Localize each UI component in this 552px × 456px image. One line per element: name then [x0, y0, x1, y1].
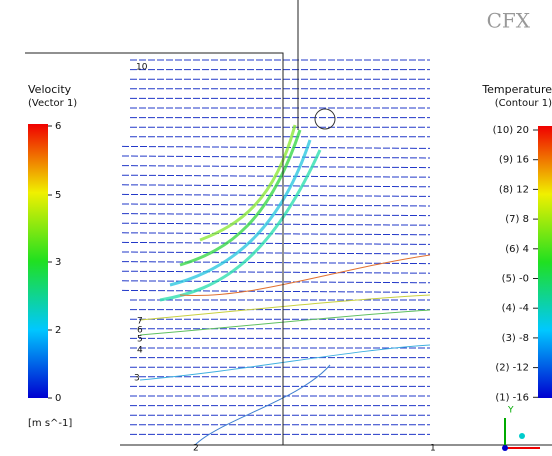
contour-label: 5 [137, 335, 143, 345]
tick-label: 5 [55, 190, 61, 201]
plume-streak [169, 139, 312, 287]
contour-line [179, 254, 431, 297]
vector-row [121, 222, 431, 226]
tick-label: (4) -4 [502, 303, 529, 314]
vector-row [121, 145, 431, 149]
tick-label: (10) 20 [493, 125, 529, 136]
contour-label: 7 [137, 317, 143, 327]
legend-title: Velocity [28, 83, 72, 96]
legend-subtitle: (Vector 1) [28, 98, 77, 109]
vector-row [121, 289, 431, 293]
plume-streak [179, 129, 302, 267]
vector-field [121, 59, 431, 446]
contour-line [194, 364, 331, 446]
vector-row [121, 241, 431, 245]
legend-title: Temperature [481, 83, 552, 96]
logo: CFX [487, 9, 531, 33]
vector-row [121, 261, 431, 265]
contour-label: 4 [137, 346, 143, 356]
contour-label: 2 [193, 444, 199, 454]
vector-row [121, 232, 431, 236]
vector-row [121, 203, 431, 207]
plume-streak [199, 124, 297, 242]
vector-row [121, 155, 431, 159]
contour-label: 3 [134, 374, 140, 384]
vector-row [121, 165, 431, 169]
obstacle [314, 108, 336, 130]
tick-label: (8) 12 [499, 184, 529, 195]
colorbar [28, 124, 48, 398]
geometry [25, 0, 552, 446]
contour-label: 1 [430, 444, 436, 454]
vector-row [121, 280, 431, 284]
axis-label: Y [507, 406, 514, 416]
tick-label: 3 [55, 257, 61, 268]
tick-label: 0 [55, 393, 61, 404]
contour-line [139, 309, 431, 336]
tick-label: (3) -8 [502, 333, 529, 344]
legend-unit: [m s^-1] [28, 418, 72, 429]
tick-label: 6 [55, 121, 61, 132]
axis-triad [502, 418, 540, 451]
vector-row [121, 270, 431, 274]
tick-label: (9) 16 [499, 155, 529, 166]
legend-subtitle: (Contour 1) [495, 98, 552, 109]
tick-label: (7) 8 [505, 214, 529, 225]
domain-wall [25, 52, 284, 445]
vector-row [121, 193, 431, 197]
vector-row [121, 251, 431, 255]
tick-label: 2 [55, 325, 61, 336]
tick-label: (1) -16 [495, 392, 529, 403]
contour-label: 6 [137, 326, 143, 336]
vector-row [121, 213, 431, 217]
tick-label: (5) -0 [502, 274, 529, 285]
contour-label: 10 [136, 63, 148, 73]
contour-line [139, 344, 431, 381]
colorbar [538, 126, 552, 398]
contour-line [139, 294, 431, 321]
tick-label: (2) -12 [495, 363, 529, 374]
tick-label: (6) 4 [505, 244, 529, 255]
